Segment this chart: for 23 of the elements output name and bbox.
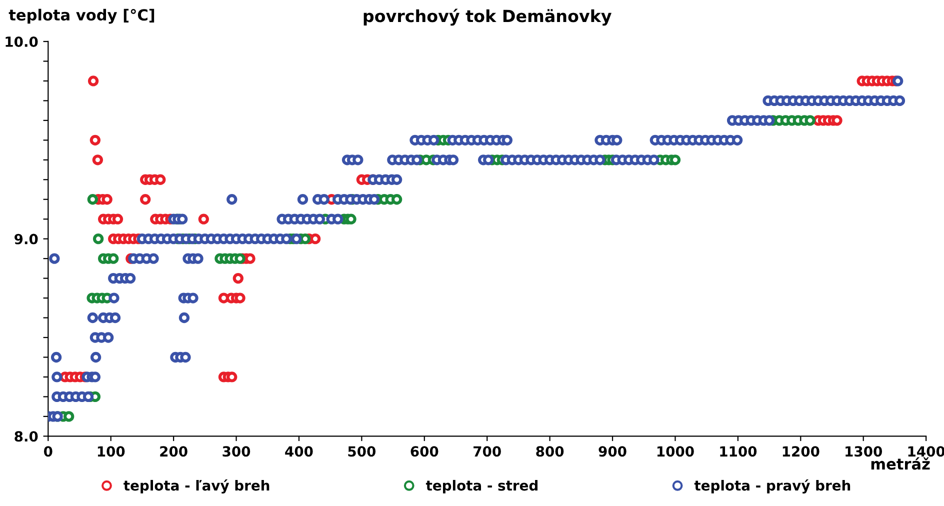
y-tick-label: 8.0: [14, 431, 38, 442]
x-tick-label: 800: [536, 446, 564, 457]
x-tick-label: 1300: [846, 446, 882, 457]
y-axis-title: teplota vody [°C]: [8, 8, 154, 24]
x-tick-label: 300: [222, 446, 250, 457]
x-tick-label: 1000: [657, 446, 694, 457]
x-tick-label: 1200: [782, 446, 820, 457]
x-tick-label: 200: [160, 446, 188, 457]
x-tick-label: 0: [44, 446, 52, 457]
y-tick-label: 10.0: [6, 36, 38, 47]
x-tick-label: 900: [598, 446, 626, 457]
x-tick-label: 700: [474, 446, 501, 457]
x-tick-label: 1100: [720, 446, 757, 457]
x-axis-title: metráž: [871, 457, 930, 470]
legend-label: teplota - pravý breh: [694, 479, 850, 494]
legend-label: teplota - stred: [426, 480, 538, 494]
y-tick-label: 9.0: [14, 234, 38, 244]
x-tick-label: 600: [410, 446, 438, 457]
x-tick-label: 400: [285, 446, 313, 457]
chart-title: povrchový tok Demänovky: [364, 8, 612, 26]
legend-label: teplota - ľavý breh: [124, 479, 270, 494]
x-tick-label: 100: [98, 446, 125, 457]
x-tick-label: 500: [348, 446, 376, 457]
